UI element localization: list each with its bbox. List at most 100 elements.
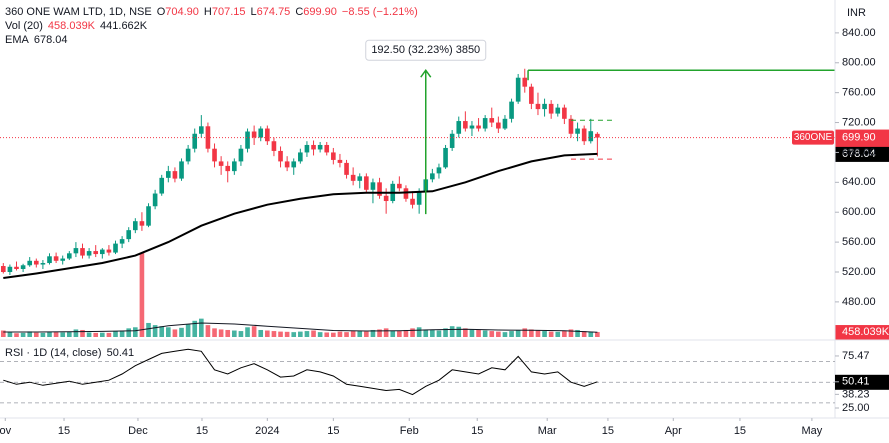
volume-bar — [522, 328, 528, 337]
volume-bar — [581, 331, 587, 337]
x-tick-label: May — [802, 425, 823, 437]
volume-bar — [238, 331, 244, 337]
candle-body — [106, 249, 112, 253]
volume-bar — [66, 331, 72, 337]
candle-body — [568, 118, 574, 134]
volume-bar — [80, 329, 85, 337]
volume-bar — [284, 331, 290, 337]
volume-bar — [357, 331, 363, 337]
measure-label: 192.50 (32.23%) 3850 — [371, 44, 480, 56]
candle-body — [284, 161, 290, 168]
candle-body — [555, 107, 561, 114]
volume-bar — [146, 322, 151, 337]
symbol-box — [792, 130, 834, 145]
volume-ma — [3, 322, 598, 333]
candle-body — [562, 107, 567, 119]
candle-body — [291, 161, 297, 168]
volume-bar — [350, 330, 356, 337]
candle-body — [397, 183, 402, 189]
candle-body — [166, 171, 171, 178]
vol-last: 458.039K — [47, 20, 96, 32]
candle-body — [119, 239, 125, 244]
candle-body — [529, 86, 534, 104]
ema-last: 678.04 — [33, 34, 68, 46]
candle-body — [27, 260, 33, 266]
volume-bar — [542, 331, 547, 337]
volume-bar — [423, 329, 429, 337]
candle-body — [298, 152, 303, 162]
candle-body — [278, 150, 283, 162]
volume-bar — [595, 332, 600, 337]
volume-bar — [53, 332, 59, 337]
rsi-line — [3, 348, 598, 396]
candle-body — [271, 141, 277, 151]
candle-body — [535, 103, 541, 110]
legend-rsi: RSI · 1D (14, close) 50.41 — [5, 347, 139, 359]
candle-body — [133, 221, 138, 231]
rsi-tick-label: 38.23 — [842, 388, 870, 400]
volume-bar — [463, 328, 468, 337]
legend-ema: EMA 678.04 — [5, 34, 73, 46]
main-pane: 192.50 (32.23%) 3850 — [0, 39, 835, 337]
rsi-tick-label: 75.47 — [842, 350, 870, 362]
candle-body — [344, 162, 349, 175]
volume-bar — [100, 332, 105, 337]
candle-body — [410, 198, 415, 205]
candle-body — [185, 148, 191, 162]
ema-line — [3, 152, 598, 279]
volume-bar — [562, 330, 567, 337]
volume-bar — [14, 333, 19, 337]
candle-body — [331, 152, 336, 160]
candle-body — [47, 256, 52, 264]
candle-body — [225, 165, 231, 172]
volume-bar — [324, 332, 330, 337]
volume-bar — [377, 329, 382, 337]
volume-bar — [588, 331, 594, 337]
candle-body — [416, 191, 422, 205]
y-tick-label: 800.00 — [842, 57, 876, 69]
ohlc-key: C — [295, 6, 304, 18]
candle-body — [212, 148, 217, 162]
volume-bar — [152, 325, 158, 337]
candle-body — [20, 265, 26, 270]
candle-body — [53, 256, 59, 261]
candle-body — [509, 101, 514, 119]
volume-bar — [430, 329, 435, 337]
x-tick-label: 15 — [196, 425, 208, 437]
volume-bar — [502, 332, 508, 337]
volume-bar — [166, 327, 171, 337]
legend-volume: Vol (20) 458.039K 441.662K — [5, 20, 152, 32]
volume-bar — [403, 329, 409, 337]
volume-bar — [410, 328, 415, 337]
volume-bar — [139, 252, 145, 337]
volume-bar — [331, 332, 336, 337]
candle-body — [449, 133, 455, 148]
volume-bar — [119, 330, 125, 337]
candle-body — [245, 131, 250, 149]
candle-body — [86, 251, 92, 256]
volume-bar — [436, 330, 442, 337]
candle-body — [482, 118, 488, 129]
symbol: 360 ONE WAM LTD, 1D, NSE — [5, 6, 152, 18]
candle-body — [7, 266, 13, 272]
volume-bar — [185, 324, 191, 337]
volume-bar — [515, 330, 521, 337]
candle-body — [377, 182, 382, 196]
volume-bar — [0, 330, 6, 337]
candle-body — [265, 128, 270, 142]
volume-bar — [535, 330, 541, 337]
volume-bar — [232, 330, 237, 337]
price-label: 699.90 — [842, 131, 876, 143]
ohlc-value: 699.90 — [303, 6, 337, 18]
vol-ma: 441.662K — [100, 20, 148, 32]
currency: INR — [847, 7, 866, 19]
volume-bar — [27, 331, 33, 337]
candle-body — [179, 161, 184, 179]
volume-bar — [126, 328, 132, 337]
volume-bar — [383, 328, 389, 337]
volume-bar — [20, 332, 26, 337]
volume-bar — [496, 331, 501, 337]
candle-body — [496, 122, 501, 129]
x-tick-label: 15 — [327, 425, 339, 437]
